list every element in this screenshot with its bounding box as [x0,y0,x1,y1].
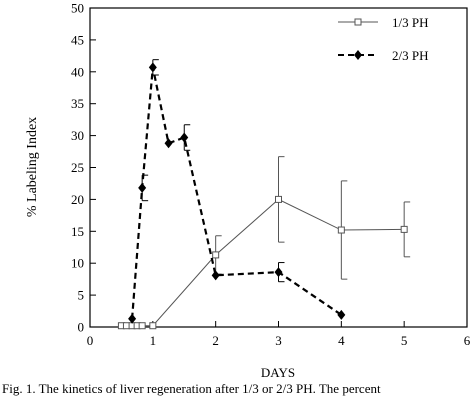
data-point-square [212,251,220,259]
legend-label: 1/3 PH [392,15,428,30]
series-line [121,198,405,327]
series-layer [117,59,411,330]
data-point-square [149,322,157,330]
y-tick-label: 5 [78,288,85,303]
data-point-diamond [128,313,137,324]
data-point-square [400,225,408,233]
series-1 [117,156,411,330]
data-point-diamond [337,309,346,320]
figure-caption: Fig. 1. The kinetics of liver regenerati… [2,381,381,396]
y-tick-label: 50 [71,1,84,16]
x-tick-label: 6 [464,333,471,348]
data-point-square [337,226,345,234]
y-axis-label: % Labeling Index [25,117,40,217]
legend: 1/3 PH 2/3 PH [338,15,428,63]
x-tick-label: 4 [338,333,345,348]
y-tick-label: 30 [71,128,84,143]
x-axis-label: DAYS [261,365,295,380]
data-point-diamond [180,132,189,143]
data-point-square [122,322,130,330]
x-tick-label: 3 [275,333,282,348]
y-tick-label: 40 [71,64,84,79]
y-tick-label: 0 [78,320,85,335]
data-point-diamond [354,50,362,60]
data-point-diamond [164,138,173,149]
data-point-square [275,195,282,203]
y-tick-label: 15 [71,224,84,239]
y-tick-label: 10 [71,256,84,271]
x-tick-label: 5 [401,333,408,348]
y-tick-label: 35 [71,96,84,111]
series-line [131,67,342,319]
x-tick-label: 1 [150,333,157,348]
y-tick-label: 45 [71,32,84,47]
x-tick-label: 0 [87,333,94,348]
series-2 [128,59,346,324]
data-point-diamond [211,270,220,281]
data-point-diamond [138,182,147,193]
y-tick-label: 20 [71,192,84,207]
x-tick-label: 2 [212,333,219,348]
y-tick-label: 25 [71,160,84,175]
y-axis-ticks: 0 5 10 15 20 25 30 35 40 45 50 [71,1,96,335]
data-point-diamond [274,267,283,278]
data-point-diamond [148,62,157,73]
data-point-square [354,18,362,26]
data-point-square [138,322,146,330]
legend-label: 2/3 PH [392,48,428,63]
